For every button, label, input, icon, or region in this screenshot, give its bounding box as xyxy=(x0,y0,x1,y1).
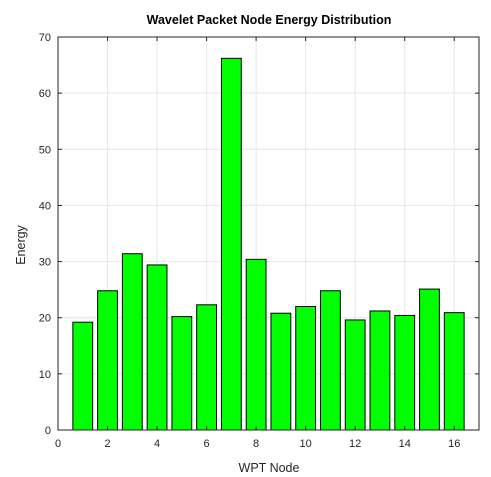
bar-node-14 xyxy=(395,315,415,430)
bar-node-16 xyxy=(444,313,464,430)
y-tick-label: 30 xyxy=(39,257,51,269)
bar-node-2 xyxy=(98,291,118,430)
x-axis-label: WPT Node xyxy=(239,461,300,475)
bar-node-6 xyxy=(197,305,217,430)
x-tick-label: 8 xyxy=(253,438,259,450)
bar-node-15 xyxy=(420,289,440,430)
x-tick-label: 16 xyxy=(448,438,460,450)
y-tick-label: 60 xyxy=(39,88,51,100)
x-tick-label: 0 xyxy=(55,438,61,450)
y-tick-label: 10 xyxy=(39,369,51,381)
bar-node-9 xyxy=(271,313,291,430)
bar-node-4 xyxy=(147,265,167,430)
bar-node-11 xyxy=(321,291,341,430)
y-tick-label: 40 xyxy=(39,200,51,212)
plot-area-border xyxy=(58,37,479,430)
chart-title: Wavelet Packet Node Energy Distribution xyxy=(147,13,392,27)
bar-node-5 xyxy=(172,317,192,430)
x-tick-label: 10 xyxy=(300,438,312,450)
y-tick-label: 20 xyxy=(39,313,51,325)
y-tick-label: 0 xyxy=(45,425,51,437)
grid-lines xyxy=(58,37,479,430)
y-tick-label: 70 xyxy=(39,32,51,44)
bar-node-12 xyxy=(345,320,365,430)
bar-node-8 xyxy=(246,259,266,430)
bar-node-7 xyxy=(221,58,241,430)
y-axis-label: Energy xyxy=(14,224,28,264)
x-tick-label: 6 xyxy=(204,438,210,450)
bar-node-1 xyxy=(73,322,93,430)
x-tick-label: 12 xyxy=(349,438,361,450)
y-tick-label: 50 xyxy=(39,144,51,156)
bar-node-10 xyxy=(296,306,316,430)
bar-node-3 xyxy=(122,254,142,430)
bar-node-13 xyxy=(370,311,390,430)
x-tick-label: 2 xyxy=(104,438,110,450)
x-tick-label: 4 xyxy=(154,438,160,450)
x-tick-label: 14 xyxy=(399,438,411,450)
